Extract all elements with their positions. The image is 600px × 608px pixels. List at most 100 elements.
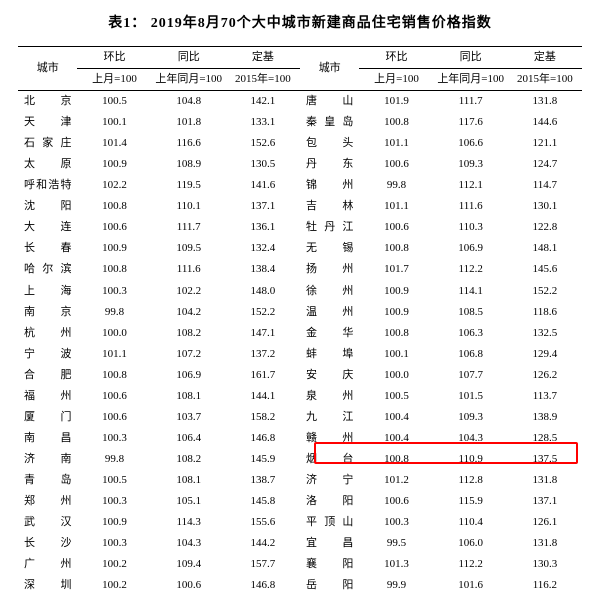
value-cell: 108.2 — [152, 449, 226, 470]
city-cell: 蚌 埠 — [300, 344, 359, 365]
city-cell: 岳 阳 — [300, 575, 359, 596]
table-row: 杭 州100.0108.2147.1金 华100.8106.3132.5 — [18, 323, 582, 344]
city-cell: 牡 丹 江 — [300, 217, 359, 238]
table-wrap: 城市 环比 同比 定基 城市 环比 同比 定基 上月=100 上年同月=100 … — [18, 46, 582, 596]
value-cell: 106.9 — [152, 365, 226, 386]
value-cell: 100.5 — [77, 470, 151, 491]
value-cell: 109.5 — [152, 238, 226, 259]
value-cell: 100.5 — [359, 386, 433, 407]
table-row: 呼和浩特102.2119.5141.6锦 州99.8112.1114.7 — [18, 175, 582, 196]
city-cell: 锦 州 — [300, 175, 359, 196]
value-cell: 100.8 — [77, 259, 151, 280]
value-cell: 108.9 — [152, 154, 226, 175]
value-cell: 130.3 — [508, 554, 582, 575]
value-cell: 100.4 — [359, 407, 433, 428]
value-cell: 100.0 — [359, 365, 433, 386]
hdr-base-left: 定基 — [226, 47, 300, 69]
value-cell: 101.1 — [77, 344, 151, 365]
hdr-yoy-sub-right: 上年同月=100 — [434, 69, 508, 91]
city-cell: 吉 林 — [300, 196, 359, 217]
hdr-yoy-sub-left: 上年同月=100 — [152, 69, 226, 91]
value-cell: 106.6 — [434, 133, 508, 154]
value-cell: 108.5 — [434, 302, 508, 323]
value-cell: 131.8 — [508, 470, 582, 491]
city-cell: 沈 阳 — [18, 196, 77, 217]
value-cell: 101.7 — [359, 259, 433, 280]
value-cell: 128.5 — [508, 428, 582, 449]
value-cell: 130.5 — [226, 154, 300, 175]
city-cell: 郑 州 — [18, 491, 77, 512]
value-cell: 101.8 — [152, 112, 226, 133]
city-cell: 宜 昌 — [300, 533, 359, 554]
value-cell: 100.5 — [77, 91, 151, 113]
value-cell: 111.7 — [152, 217, 226, 238]
table-row: 南 京99.8104.2152.2温 州100.9108.5118.6 — [18, 302, 582, 323]
table-row: 天 津100.1101.8133.1秦 皇 岛100.8117.6144.6 — [18, 112, 582, 133]
city-cell: 广 州 — [18, 554, 77, 575]
city-cell: 秦 皇 岛 — [300, 112, 359, 133]
hdr-mom-sub-left: 上月=100 — [77, 69, 151, 91]
price-index-table: 城市 环比 同比 定基 城市 环比 同比 定基 上月=100 上年同月=100 … — [18, 46, 582, 596]
value-cell: 137.1 — [508, 491, 582, 512]
table-row: 哈 尔 滨100.8111.6138.4扬 州101.7112.2145.6 — [18, 259, 582, 280]
value-cell: 126.2 — [508, 365, 582, 386]
hdr-city-right: 城市 — [300, 47, 359, 91]
value-cell: 101.1 — [359, 133, 433, 154]
table-row: 青 岛100.5108.1138.7济 宁101.2112.8131.8 — [18, 470, 582, 491]
city-cell: 平 顶 山 — [300, 512, 359, 533]
hdr-mom-sub-right: 上月=100 — [359, 69, 433, 91]
value-cell: 110.9 — [434, 449, 508, 470]
value-cell: 101.3 — [359, 554, 433, 575]
value-cell: 106.4 — [152, 428, 226, 449]
table-row: 北 京100.5104.8142.1唐 山101.9111.7131.8 — [18, 91, 582, 113]
city-cell: 北 京 — [18, 91, 77, 113]
value-cell: 100.6 — [359, 217, 433, 238]
value-cell: 114.1 — [434, 281, 508, 302]
value-cell: 122.8 — [508, 217, 582, 238]
value-cell: 104.3 — [152, 533, 226, 554]
value-cell: 100.8 — [359, 323, 433, 344]
value-cell: 101.5 — [434, 386, 508, 407]
value-cell: 100.0 — [77, 323, 151, 344]
city-cell: 温 州 — [300, 302, 359, 323]
value-cell: 109.3 — [434, 407, 508, 428]
value-cell: 130.1 — [508, 196, 582, 217]
table-title: 表1： 2019年8月70个大中城市新建商品住宅销售价格指数 — [18, 12, 582, 32]
city-cell: 青 岛 — [18, 470, 77, 491]
value-cell: 113.7 — [508, 386, 582, 407]
value-cell: 136.1 — [226, 217, 300, 238]
value-cell: 107.2 — [152, 344, 226, 365]
value-cell: 106.3 — [434, 323, 508, 344]
table-row: 长 沙100.3104.3144.2宜 昌99.5106.0131.8 — [18, 533, 582, 554]
value-cell: 100.9 — [77, 238, 151, 259]
city-cell: 宁 波 — [18, 344, 77, 365]
table-row: 厦 门100.6103.7158.2九 江100.4109.3138.9 — [18, 407, 582, 428]
value-cell: 145.9 — [226, 449, 300, 470]
city-cell: 厦 门 — [18, 407, 77, 428]
value-cell: 133.1 — [226, 112, 300, 133]
value-cell: 115.9 — [434, 491, 508, 512]
value-cell: 100.9 — [77, 512, 151, 533]
value-cell: 148.0 — [226, 281, 300, 302]
hdr-yoy-right: 同比 — [434, 47, 508, 69]
value-cell: 103.7 — [152, 407, 226, 428]
value-cell: 100.9 — [359, 281, 433, 302]
value-cell: 132.4 — [226, 238, 300, 259]
city-cell: 合 肥 — [18, 365, 77, 386]
value-cell: 126.1 — [508, 512, 582, 533]
city-cell: 武 汉 — [18, 512, 77, 533]
value-cell: 114.7 — [508, 175, 582, 196]
city-cell: 金 华 — [300, 323, 359, 344]
value-cell: 100.1 — [77, 112, 151, 133]
city-cell: 丹 东 — [300, 154, 359, 175]
value-cell: 114.3 — [152, 512, 226, 533]
city-cell: 赣 州 — [300, 428, 359, 449]
value-cell: 99.5 — [359, 533, 433, 554]
table-row: 太 原100.9108.9130.5丹 东100.6109.3124.7 — [18, 154, 582, 175]
value-cell: 152.2 — [508, 281, 582, 302]
value-cell: 99.9 — [359, 575, 433, 596]
city-cell: 泉 州 — [300, 386, 359, 407]
value-cell: 100.9 — [77, 154, 151, 175]
city-cell: 徐 州 — [300, 281, 359, 302]
value-cell: 110.3 — [434, 217, 508, 238]
